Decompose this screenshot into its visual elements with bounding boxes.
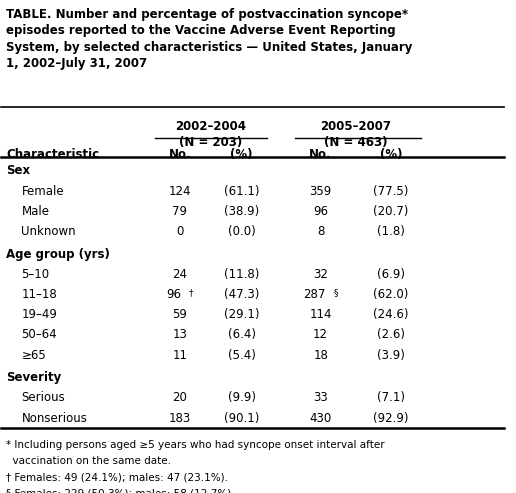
Text: 33: 33 bbox=[313, 391, 328, 404]
Text: Age group (yrs): Age group (yrs) bbox=[6, 247, 110, 261]
Text: (3.9): (3.9) bbox=[377, 349, 405, 361]
Text: (%): (%) bbox=[231, 148, 253, 162]
Text: Unknown: Unknown bbox=[22, 225, 76, 238]
Text: (24.6): (24.6) bbox=[373, 308, 409, 321]
Text: †: † bbox=[189, 288, 193, 297]
Text: (29.1): (29.1) bbox=[224, 308, 260, 321]
Text: 12: 12 bbox=[313, 328, 328, 341]
Text: 59: 59 bbox=[172, 308, 187, 321]
Text: 19–49: 19–49 bbox=[22, 308, 57, 321]
Text: Serious: Serious bbox=[22, 391, 65, 404]
Text: 0: 0 bbox=[176, 225, 184, 238]
Text: Nonserious: Nonserious bbox=[22, 412, 87, 424]
Text: ≥65: ≥65 bbox=[22, 349, 46, 361]
Text: (6.9): (6.9) bbox=[377, 268, 405, 281]
Text: † Females: 49 (24.1%); males: 47 (23.1%).: † Females: 49 (24.1%); males: 47 (23.1%)… bbox=[6, 472, 229, 482]
Text: 18: 18 bbox=[313, 349, 328, 361]
Text: (90.1): (90.1) bbox=[224, 412, 260, 424]
Text: (47.3): (47.3) bbox=[224, 288, 260, 301]
Text: (9.9): (9.9) bbox=[228, 391, 256, 404]
Text: 359: 359 bbox=[310, 184, 332, 198]
Text: § Females: 229 (50.3%); males: 58 (12.7%).: § Females: 229 (50.3%); males: 58 (12.7%… bbox=[6, 488, 235, 493]
Text: 2002–2004
(N = 203): 2002–2004 (N = 203) bbox=[175, 120, 246, 149]
Text: (11.8): (11.8) bbox=[224, 268, 260, 281]
Text: TABLE. Number and percentage of postvaccination syncope*
episodes reported to th: TABLE. Number and percentage of postvacc… bbox=[6, 8, 413, 70]
Text: Severity: Severity bbox=[6, 371, 62, 384]
Text: (5.4): (5.4) bbox=[228, 349, 255, 361]
Text: (7.1): (7.1) bbox=[377, 391, 405, 404]
Text: 50–64: 50–64 bbox=[22, 328, 57, 341]
Text: 430: 430 bbox=[310, 412, 332, 424]
Text: (62.0): (62.0) bbox=[374, 288, 409, 301]
Text: Female: Female bbox=[22, 184, 64, 198]
Text: (77.5): (77.5) bbox=[374, 184, 409, 198]
Text: 287: 287 bbox=[303, 288, 326, 301]
Text: No.: No. bbox=[169, 148, 191, 162]
Text: 96: 96 bbox=[166, 288, 181, 301]
Text: (20.7): (20.7) bbox=[374, 205, 409, 218]
Text: (6.4): (6.4) bbox=[228, 328, 256, 341]
Text: (0.0): (0.0) bbox=[228, 225, 255, 238]
Text: Characteristic: Characteristic bbox=[6, 148, 100, 162]
Text: 79: 79 bbox=[172, 205, 187, 218]
Text: 11–18: 11–18 bbox=[22, 288, 57, 301]
Text: (%): (%) bbox=[380, 148, 402, 162]
Text: 96: 96 bbox=[313, 205, 328, 218]
Text: No.: No. bbox=[309, 148, 332, 162]
Text: 2005–2007
(N = 463): 2005–2007 (N = 463) bbox=[320, 120, 391, 149]
Text: (61.1): (61.1) bbox=[224, 184, 260, 198]
Text: §: § bbox=[333, 288, 338, 297]
Text: (1.8): (1.8) bbox=[377, 225, 405, 238]
Text: Sex: Sex bbox=[6, 165, 30, 177]
Text: (92.9): (92.9) bbox=[373, 412, 409, 424]
Text: vaccination on the same date.: vaccination on the same date. bbox=[6, 456, 171, 466]
Text: Male: Male bbox=[22, 205, 50, 218]
Text: (2.6): (2.6) bbox=[377, 328, 405, 341]
Text: (38.9): (38.9) bbox=[224, 205, 260, 218]
Text: 183: 183 bbox=[169, 412, 191, 424]
Text: 124: 124 bbox=[169, 184, 191, 198]
Text: 13: 13 bbox=[172, 328, 187, 341]
Text: * Including persons aged ≥5 years who had syncope onset interval after: * Including persons aged ≥5 years who ha… bbox=[6, 440, 385, 450]
Text: 8: 8 bbox=[317, 225, 325, 238]
Text: 20: 20 bbox=[172, 391, 187, 404]
Text: 114: 114 bbox=[310, 308, 332, 321]
Text: 32: 32 bbox=[313, 268, 328, 281]
Text: 24: 24 bbox=[172, 268, 187, 281]
Text: 11: 11 bbox=[172, 349, 187, 361]
Text: 5–10: 5–10 bbox=[22, 268, 50, 281]
